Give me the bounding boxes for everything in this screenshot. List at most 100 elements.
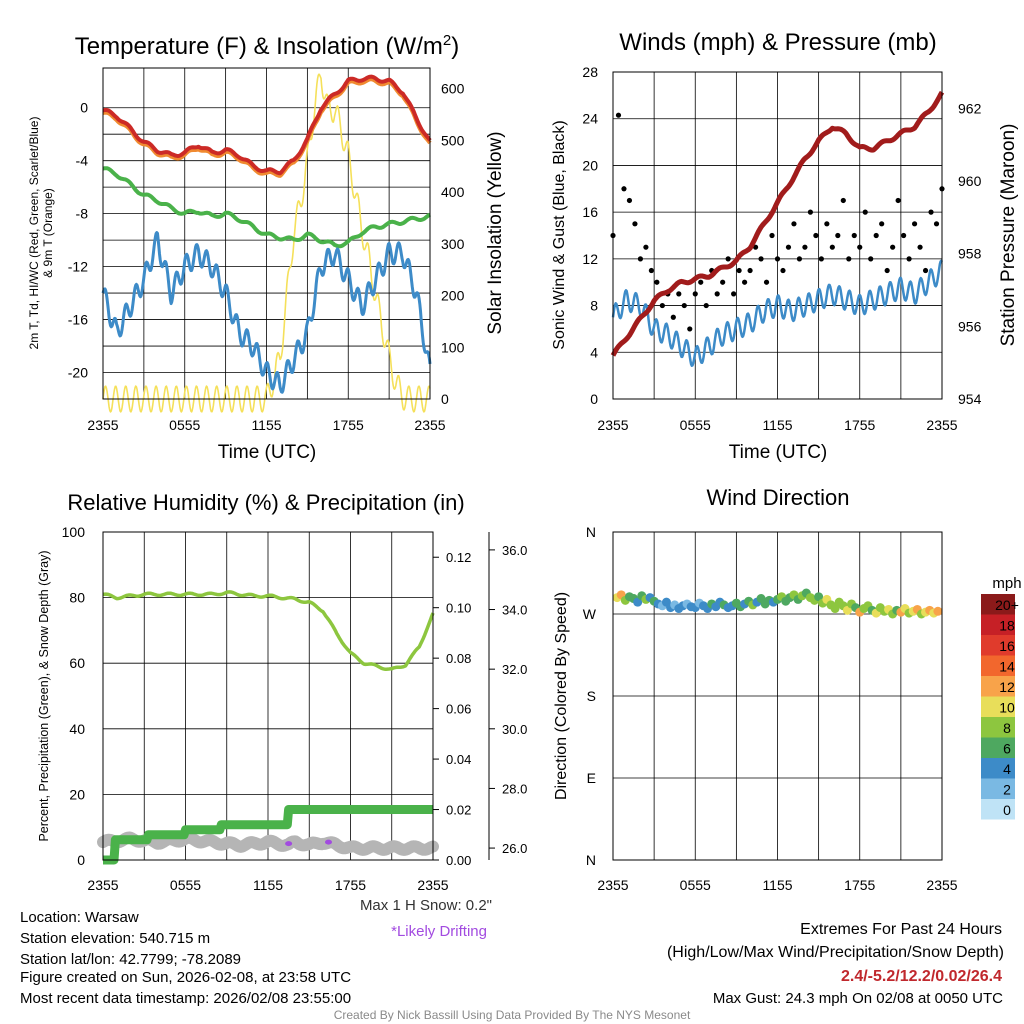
- x-tick-label: 2355: [597, 417, 628, 433]
- y-tick-label: 4: [590, 344, 598, 360]
- y2-tick-label: 300: [441, 236, 465, 252]
- gust-point: [824, 221, 830, 227]
- elevation-text: Station elevation: 540.715 m: [20, 930, 210, 947]
- y-tick-label: 20: [582, 157, 598, 173]
- y3-tick-label: 32.0: [502, 662, 527, 677]
- gust-point: [774, 256, 781, 262]
- y3-tick-label: 28.0: [502, 781, 527, 796]
- drifting-point: [325, 839, 332, 845]
- x-tick-label: 2355: [87, 417, 118, 433]
- legend-label: 2: [1003, 782, 1011, 798]
- extremes-block: Extremes For Past 24 Hours (High/Low/Max…: [667, 921, 1004, 1007]
- likely-drifting-text: *Likely Drifting: [391, 923, 487, 940]
- wind-direction-x-ticks: 2355 0555 1155 1755 2355: [597, 877, 957, 893]
- y-tick-label: -8: [76, 206, 89, 222]
- y-tick-label: -4: [76, 153, 89, 169]
- x-tick-label: 1155: [251, 417, 281, 433]
- y2-tick-label: 600: [441, 81, 465, 97]
- legend-swatch: [981, 635, 1015, 656]
- series-line-insolation: [102, 73, 431, 413]
- wind-direction-points: [612, 588, 943, 619]
- y2-tick-label: 0.10: [446, 601, 471, 616]
- y2-tick-label: 958: [958, 246, 982, 262]
- gust-point: [807, 209, 814, 215]
- wind-direction-y-axis-label: Direction (Colored By Speed): [553, 592, 570, 800]
- gust-point: [643, 244, 649, 250]
- gust-point: [933, 221, 940, 227]
- precipitation-y-ticks: 0.00 0.02 0.04 0.06 0.08 0.10 0.12: [446, 550, 471, 868]
- legend-swatch: [981, 778, 1015, 799]
- series-line-sonic-wind: [611, 259, 944, 367]
- gust-point: [747, 267, 753, 274]
- gust-point: [758, 256, 764, 262]
- gust-point: [922, 267, 929, 274]
- gust-point: [818, 256, 824, 262]
- gust-point: [780, 267, 786, 274]
- gust-point: [626, 197, 633, 204]
- series-line-precipitation: [103, 805, 433, 865]
- gust-point: [846, 256, 852, 262]
- y2-tick-label: 400: [441, 184, 465, 200]
- legend-swatch: [981, 614, 1015, 635]
- gust-point: [637, 256, 644, 262]
- series-line-2m-t: [102, 74, 432, 176]
- winds-y-axis-label: Sonic Wind & Gust (Blue, Black): [551, 120, 568, 349]
- y3-tick-label: 34.0: [502, 603, 527, 618]
- temperature-series: [101, 73, 432, 413]
- gust-point: [676, 291, 682, 297]
- wind-direction-point: [633, 597, 643, 607]
- legend-label: 6: [1003, 741, 1011, 757]
- gust-point: [692, 291, 698, 297]
- extremes-subtitle: (High/Low/Max Wind/Precipitation/Snow De…: [667, 944, 1004, 961]
- x-tick-label: 2355: [926, 417, 957, 433]
- y-tick-label: N: [586, 852, 596, 868]
- winds-y-ticks: 0 4 8 12 16 20 24 28: [582, 64, 598, 407]
- gust-point: [736, 267, 742, 274]
- gust-point: [720, 279, 726, 285]
- legend-label: 8: [1003, 720, 1011, 736]
- temperature-x-ticks: 2355 0555 1155 1755 2355: [87, 417, 445, 433]
- gust-point: [835, 232, 841, 239]
- max-snow-text: Max 1 H Snow: 0.2": [360, 897, 492, 914]
- humidity-x-ticks: 2355 0555 1155 1755 2355: [87, 877, 448, 893]
- humidity-precipitation-panel: Relative Humidity (%) & Precipitation (i…: [37, 490, 527, 940]
- recent-text: Most recent data timestamp: 2026/02/08 2…: [20, 990, 351, 1007]
- gust-point: [615, 112, 622, 118]
- latlon-text: Station lat/lon: 42.7799; -78.2089: [20, 951, 241, 968]
- y-tick-label: 12: [582, 251, 598, 267]
- station-info: Location: Warsaw Station elevation: 540.…: [20, 909, 351, 1007]
- gust-point: [879, 221, 885, 227]
- gust-point: [928, 209, 934, 215]
- y2-tick-label: 962: [958, 100, 982, 116]
- winds-series: [610, 90, 945, 367]
- legend-label: 10: [999, 700, 1015, 716]
- x-tick-label: 2355: [926, 877, 957, 893]
- location-text: Location: Warsaw: [20, 909, 139, 926]
- temperature-panel-title: Temperature (F) & Insolation (W/m2): [75, 32, 459, 60]
- y3-tick-label: 36.0: [502, 543, 527, 558]
- series-line-relative-humidity: [102, 590, 435, 671]
- x-tick-label: 2355: [597, 877, 628, 893]
- humidity-y-ticks: 0 20 40 60 80 100: [62, 524, 86, 868]
- winds-pressure-panel: Winds (mph) & Pressure (mb) 0 4 8 12 16 20 24 2…: [551, 29, 1019, 463]
- series-line-pressure: [610, 90, 945, 357]
- x-tick-label: 2355: [417, 877, 448, 893]
- y-tick-label: 0: [590, 391, 598, 407]
- gust-point: [725, 256, 731, 262]
- x-tick-label: 2355: [87, 877, 118, 893]
- wind-direction-y-ticks: N W S E N: [583, 524, 597, 868]
- humidity-panel-title: Relative Humidity (%) & Precipitation (i…: [67, 490, 464, 515]
- wind-direction-plot-frame: [612, 531, 943, 861]
- y3-tick-label: 26.0: [502, 841, 527, 856]
- y2-tick-label: 954: [958, 391, 982, 407]
- y-tick-label: -12: [68, 259, 88, 275]
- gust-point: [632, 221, 638, 227]
- gust-point: [895, 197, 901, 204]
- gust-point: [917, 244, 923, 250]
- gust-point: [851, 232, 857, 239]
- y2-tick-label: 200: [441, 288, 465, 304]
- winds-x-ticks: 2355 0555 1155 1755 2355: [597, 417, 957, 433]
- gust-point: [884, 267, 890, 274]
- temperature-y-axis-label-line2: & 9m T (Orange): [41, 188, 55, 278]
